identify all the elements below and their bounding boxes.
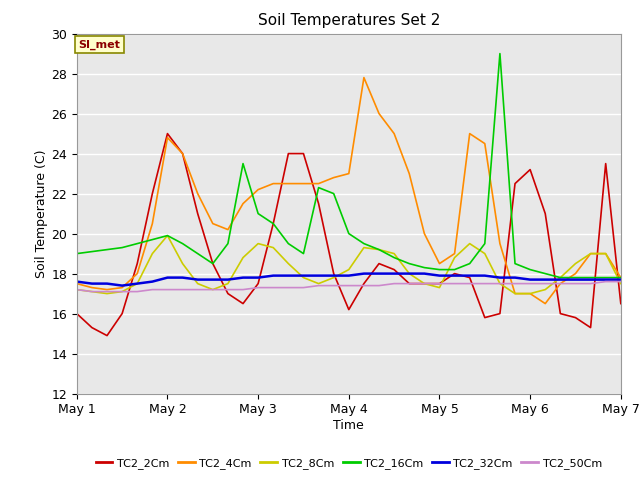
- Y-axis label: Soil Temperature (C): Soil Temperature (C): [35, 149, 49, 278]
- X-axis label: Time: Time: [333, 419, 364, 432]
- Legend: TC2_2Cm, TC2_4Cm, TC2_8Cm, TC2_16Cm, TC2_32Cm, TC2_50Cm: TC2_2Cm, TC2_4Cm, TC2_8Cm, TC2_16Cm, TC2…: [92, 453, 606, 473]
- Title: Soil Temperatures Set 2: Soil Temperatures Set 2: [258, 13, 440, 28]
- Text: SI_met: SI_met: [79, 39, 120, 50]
